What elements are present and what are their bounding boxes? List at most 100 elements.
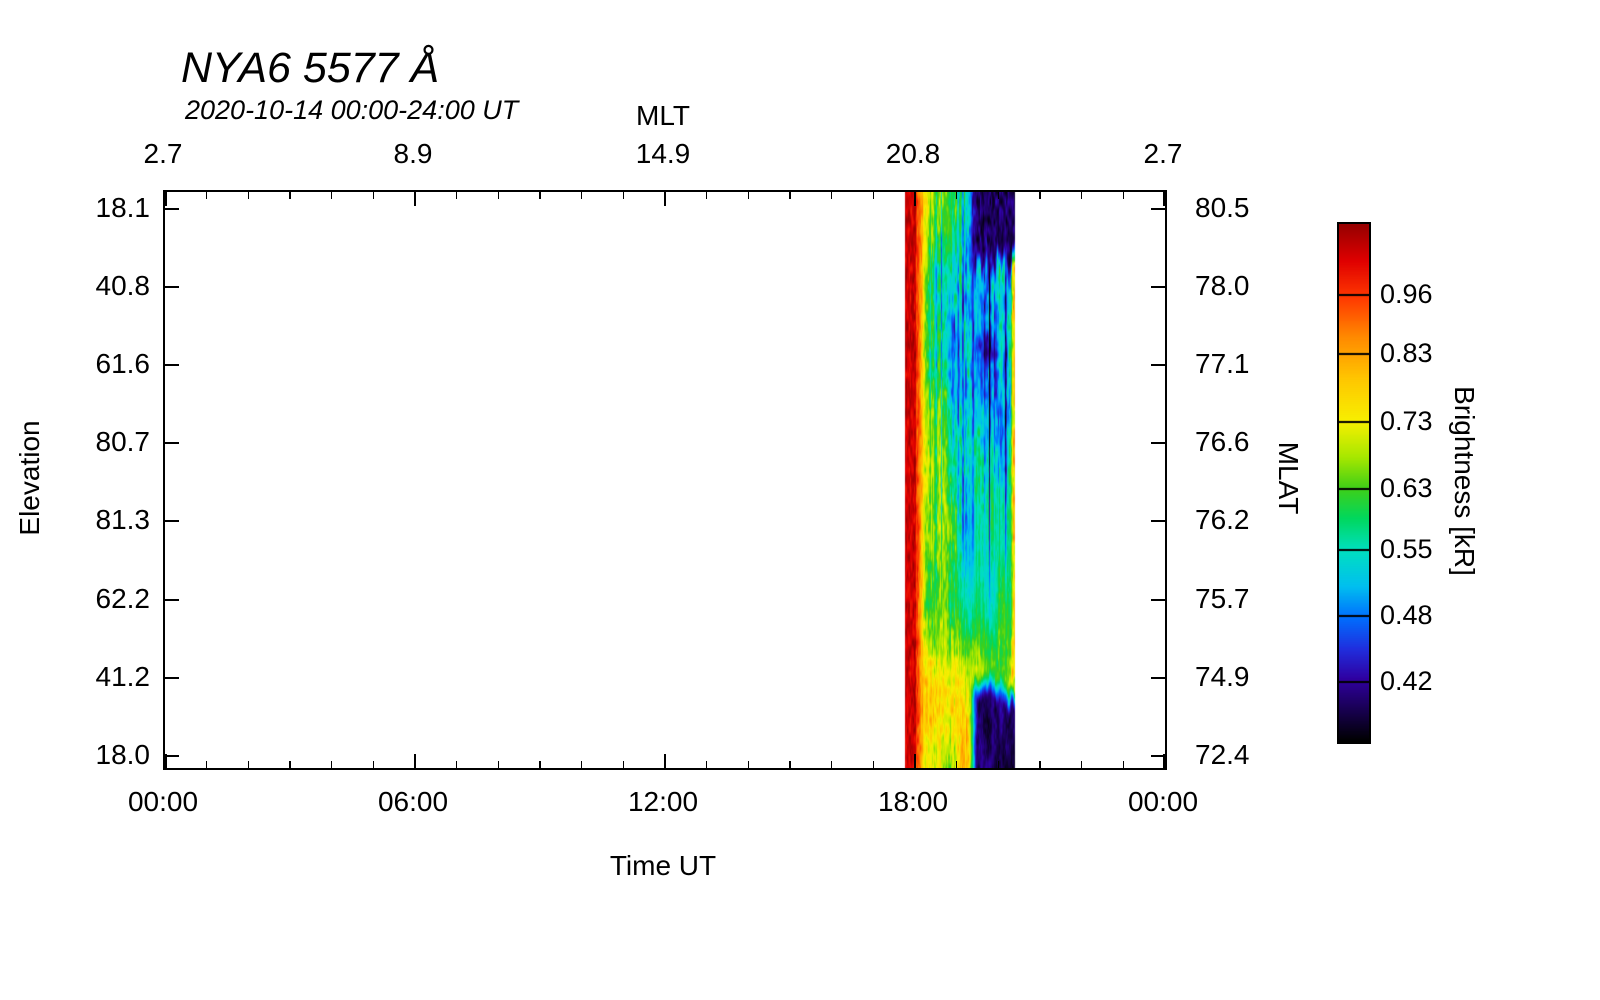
axis-tick	[372, 761, 375, 768]
axis-ticks-layer	[165, 192, 1165, 768]
bottom-axis-tick-label: 06:00	[377, 786, 449, 817]
axis-tick	[1151, 598, 1165, 601]
axis-tick	[247, 192, 250, 199]
left-axis-tick-label: 62.2	[95, 582, 151, 614]
axis-tick	[1151, 754, 1165, 757]
right-axis-tick-label: 77.1	[1195, 348, 1250, 380]
left-axis-label-elevation: Elevation	[14, 420, 45, 536]
axis-tick	[1151, 364, 1165, 367]
right-axis-label-mlat: MLAT	[1273, 441, 1304, 515]
axis-tick	[872, 192, 875, 199]
axis-tick	[165, 754, 179, 757]
axis-tick	[1080, 192, 1083, 199]
axis-tick	[165, 442, 179, 445]
right-axis-tick-label: 80.5	[1195, 191, 1250, 223]
axis-tick	[955, 192, 958, 199]
top-axis-tick-label: 14.9	[635, 138, 691, 169]
axis-tick	[414, 192, 416, 206]
axis-tick	[914, 754, 916, 768]
right-axis-tick-label: 72.4	[1195, 738, 1250, 770]
bottom-axis-tick-label: 00:00	[127, 786, 199, 817]
axis-tick	[747, 761, 750, 768]
top-axis-label-mlt: MLT	[636, 100, 690, 131]
bottom-axis-tick-label: 00:00	[1127, 786, 1199, 817]
axis-tick	[1122, 192, 1125, 199]
axis-tick	[580, 761, 583, 768]
colorbar-label-brightness: Brightness [kR]	[1449, 386, 1480, 576]
left-axis-tick-label: 81.3	[95, 504, 151, 536]
axis-tick	[455, 761, 458, 768]
top-axis-tick-label: 2.7	[1143, 138, 1183, 169]
axis-tick	[165, 286, 179, 289]
axis-tick	[622, 192, 625, 199]
axis-tick	[497, 192, 500, 199]
axis-tick	[165, 598, 179, 601]
colorbar-tick-label: 0.83	[1380, 338, 1433, 369]
colorbar-tick-label: 0.48	[1380, 600, 1433, 631]
axis-tick	[705, 192, 708, 199]
colorbar-tick-label: 0.55	[1380, 533, 1433, 564]
axis-tick	[580, 192, 583, 199]
left-axis-tick-label: 61.6	[95, 348, 151, 380]
colorbar-tick-label: 0.63	[1380, 473, 1433, 504]
axis-tick	[1080, 761, 1083, 768]
bottom-axis-tick-label: 12:00	[627, 786, 699, 817]
colorbar-tick-label: 0.96	[1380, 278, 1433, 309]
right-axis-tick-label: 76.2	[1195, 504, 1250, 536]
left-axis-tick-label: 40.8	[95, 270, 151, 302]
axis-tick	[1039, 761, 1041, 768]
axis-tick	[1151, 442, 1165, 445]
left-axis-tick-label: 80.7	[95, 426, 151, 458]
left-axis-tick-label: 18.0	[95, 738, 151, 770]
right-axis-tick-label: 78.0	[1195, 270, 1250, 302]
axis-tick	[1151, 520, 1165, 523]
axis-tick	[830, 192, 833, 199]
axis-tick	[1122, 761, 1125, 768]
axis-tick	[539, 192, 541, 199]
figure-title: NYA6 5577 Å	[181, 44, 440, 92]
axis-tick	[789, 761, 791, 768]
axis-tick	[1151, 286, 1165, 289]
axis-tick	[872, 761, 875, 768]
axis-tick	[455, 192, 458, 199]
axis-tick	[1039, 192, 1041, 199]
left-axis-tick-label: 18.1	[95, 191, 151, 223]
axis-tick	[165, 676, 179, 679]
axis-tick	[747, 192, 750, 199]
axis-tick	[914, 192, 916, 206]
top-axis-tick-label: 20.8	[885, 138, 941, 169]
axis-tick	[330, 761, 333, 768]
right-axis-tick-label: 76.6	[1195, 426, 1250, 458]
axis-tick	[789, 192, 791, 199]
axis-tick	[830, 761, 833, 768]
axis-tick	[955, 761, 958, 768]
axis-tick	[997, 192, 1000, 199]
colorbar-gradient-canvas	[1339, 224, 1369, 742]
axis-tick	[165, 520, 179, 523]
axis-tick	[664, 754, 666, 768]
bottom-axis-tick-label: 18:00	[877, 786, 949, 817]
axis-tick	[539, 761, 541, 768]
figure-subtitle: 2020-10-14 00:00-24:00 UT	[185, 95, 519, 125]
axis-tick	[1163, 754, 1165, 768]
top-axis-tick-label: 2.7	[143, 138, 183, 169]
bottom-axis-label-time-ut: Time UT	[609, 850, 717, 881]
axis-tick	[1151, 207, 1165, 210]
axis-tick	[165, 192, 167, 206]
colorbar	[1337, 222, 1371, 744]
right-axis-tick-label: 74.9	[1195, 660, 1250, 692]
axis-tick	[289, 192, 291, 199]
axis-tick	[497, 761, 500, 768]
axis-tick	[330, 192, 333, 199]
axis-tick	[1163, 192, 1165, 206]
axis-tick	[289, 761, 291, 768]
keogram-heatmap-canvas	[165, 192, 1165, 768]
axis-tick	[1151, 676, 1165, 679]
colorbar-tick-label: 0.42	[1380, 665, 1433, 696]
left-axis-tick-label: 41.2	[95, 660, 151, 692]
axis-tick	[205, 761, 208, 768]
axis-tick	[165, 364, 179, 367]
axis-tick	[997, 761, 1000, 768]
right-axis-tick-label: 75.7	[1195, 582, 1250, 614]
